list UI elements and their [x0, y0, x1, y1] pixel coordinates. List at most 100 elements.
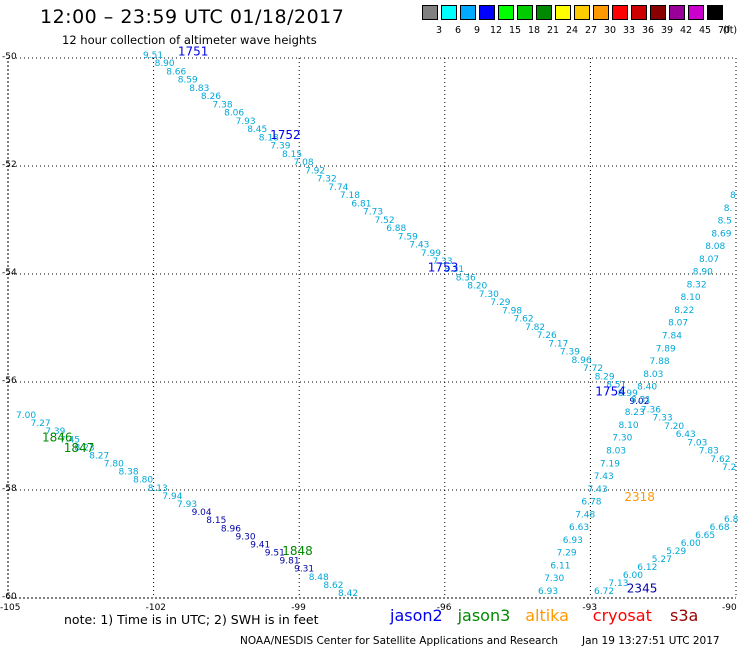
wave-height-label: 8.45: [247, 125, 267, 135]
wave-height-label: 8.66: [166, 68, 186, 78]
pass-time-label: 1846: [42, 430, 73, 444]
wave-height-label: 7.80: [104, 460, 124, 470]
wave-height-label: 8.69: [711, 229, 731, 239]
wave-height-label: 7.88: [650, 357, 670, 367]
wave-height-label: 7.72: [583, 364, 603, 374]
wave-height-label: 7.43: [594, 472, 614, 482]
wave-height-label: 6.72: [594, 587, 614, 597]
wave-height-label: 7.43: [409, 241, 429, 251]
lat-lon-grid: [7, 57, 737, 599]
wave-height-label: 8.07: [699, 255, 719, 265]
legend-swatch: [650, 5, 666, 20]
wave-height-label: 8.62: [323, 581, 343, 591]
wave-height-label: 9.04: [192, 508, 212, 518]
lat-tick-label: -60: [2, 592, 17, 602]
wave-height-label: 7.38: [213, 100, 233, 110]
wave-height-label: 9.30: [236, 532, 256, 542]
wave-height-label: 7.74: [328, 183, 348, 193]
wave-height-label: 7.26: [537, 331, 557, 341]
map-border: [7, 57, 737, 599]
legend-swatch: [498, 5, 514, 20]
legend-swatch: [517, 5, 533, 20]
lat-tick-label: -56: [2, 376, 17, 386]
wave-height-label: 8.23: [625, 408, 645, 418]
wave-height-label: 6.93: [538, 587, 558, 597]
pass-time-label: 1752: [270, 128, 301, 142]
legend-swatch: [631, 5, 647, 20]
wave-height-label: 6.8: [724, 515, 739, 525]
lat-tick-label: -58: [2, 484, 17, 494]
credit-line: NOAA/NESDIS Center for Satellite Applica…: [240, 635, 558, 647]
wave-height-label: 7.73: [363, 208, 383, 218]
wave-height-label: 7.52: [375, 216, 395, 226]
legend-label: 24: [565, 25, 579, 36]
legend-swatch: [422, 5, 438, 20]
wave-height-label: 7.99: [421, 249, 441, 259]
wave-height-label: 6.65: [695, 531, 715, 541]
satellite-cryosat: cryosat: [592, 606, 652, 625]
satellite-jason2: jason2: [390, 606, 443, 625]
wave-height-label: 8.03: [643, 370, 663, 380]
lat-tick-label: -54: [2, 268, 17, 278]
wave-height-label: 7.59: [398, 232, 418, 242]
wave-height-label: 9.81: [280, 557, 300, 567]
footnote: note: 1) Time is in UTC; 2) SWH is in fe…: [64, 612, 319, 627]
wave-height-label: 8.99: [618, 389, 638, 399]
wave-height-label: 6.93: [563, 536, 583, 546]
wave-height-label: 7.17: [548, 339, 568, 349]
wave-height-label: 7.84: [662, 332, 682, 342]
wave-height-label: 7.20: [664, 422, 684, 432]
lon-tick-label: -99: [291, 603, 306, 613]
legend-swatch: [479, 5, 495, 20]
wave-height-label: 7.27: [31, 419, 51, 429]
wave-height-label: 8.29: [595, 372, 615, 382]
wave-height-label: 8.59: [178, 76, 198, 86]
legend-label: 70: [717, 25, 731, 36]
wave-height-label: 8.96: [572, 356, 592, 366]
wave-height-label: 6.12: [637, 563, 657, 573]
lat-tick-label: -50: [2, 52, 17, 62]
wave-height-label: 8.08: [705, 242, 725, 252]
lat-tick-label: -52: [2, 160, 17, 170]
wave-height-label: 8.51: [606, 381, 626, 391]
lon-tick-label: -96: [436, 603, 452, 613]
wave-height-label: 8.83: [189, 84, 209, 94]
wave-height-label: 8.20: [467, 282, 487, 292]
wave-height-label: 9.41: [250, 541, 270, 551]
wave-height-label: 7.30: [612, 434, 632, 444]
legend-label: 18: [527, 25, 541, 36]
wave-height-label: 7.29: [490, 298, 510, 308]
wave-height-label: 7.98: [502, 306, 522, 316]
lon-tick-label: -90: [722, 603, 737, 613]
wave-height-label: 8.96: [221, 524, 241, 534]
legend-swatch: [593, 5, 609, 20]
wave-height-label: 8.90: [155, 59, 175, 69]
wave-height-label: 8: [730, 191, 736, 201]
wave-height-label: 6.78: [581, 498, 601, 508]
lon-tick-label: -105: [0, 603, 21, 613]
wave-height-label: 8.06: [224, 109, 244, 119]
legend-swatch: [574, 5, 590, 20]
wave-height-label: 7.08: [294, 158, 314, 168]
wave-height-label: 8.31: [631, 395, 651, 405]
altimeter-tracks: 9.518.908.668.598.838.267.388.067.938.45…: [16, 44, 739, 599]
wave-height-label: 8.27: [89, 452, 109, 462]
legend-swatch: [707, 5, 723, 20]
map-title: 12:00 – 23:59 UTC 01/18/2017: [40, 6, 345, 28]
wave-height-label: 9.31: [294, 565, 314, 575]
wave-height-label: 6.68: [710, 523, 730, 533]
map-frame: [7, 57, 737, 599]
wave-height-label: 8.40: [637, 383, 657, 393]
wave-height-label: 8.36: [456, 274, 476, 284]
wave-height-label: 7.03: [687, 438, 707, 448]
generation-timestamp: Jan 19 13:27:51 UTC 2017: [582, 635, 720, 647]
wave-height-label: 6.88: [386, 224, 406, 234]
legend-label: 30: [603, 25, 617, 36]
wave-height-label: 8.13: [148, 484, 168, 494]
wave-height-label: 9.51: [143, 51, 163, 61]
pass-time-label: 1751: [178, 44, 209, 58]
legend-label: 39: [660, 25, 674, 36]
legend-label: 45: [698, 25, 712, 36]
wave-height-label: 7.45: [60, 435, 80, 445]
